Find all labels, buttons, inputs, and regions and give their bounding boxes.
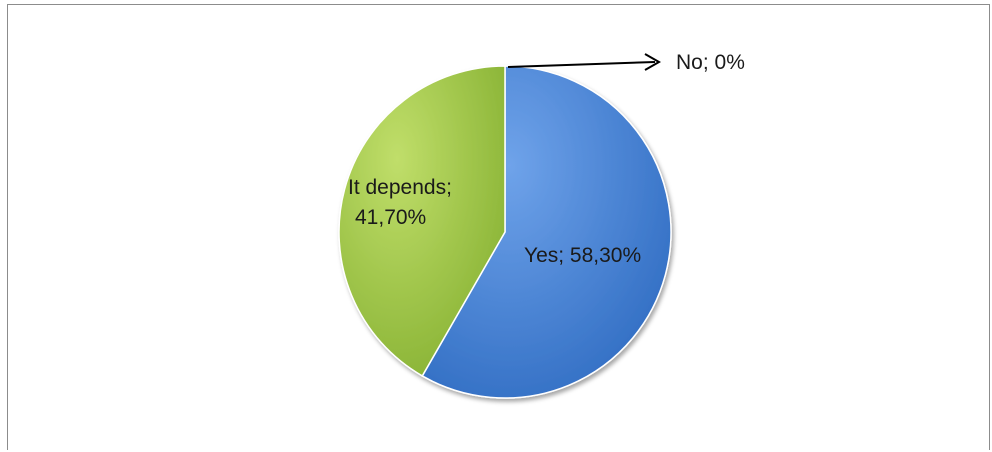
slice-it-depends-label-line2: 41,70%	[355, 206, 426, 229]
chart-frame	[7, 4, 990, 450]
slice-no-leader-arrow	[644, 53, 662, 71]
slice-no-label: No; 0%	[676, 51, 745, 74]
slice-no-leader-line	[507, 61, 656, 68]
slice-yes-label: Yes; 58,30%	[524, 244, 641, 267]
pie-slice-yes	[421, 65, 672, 399]
slice-it-depends-label-line1: It depends;	[348, 176, 452, 199]
pie-slice-it-depends	[338, 65, 506, 377]
